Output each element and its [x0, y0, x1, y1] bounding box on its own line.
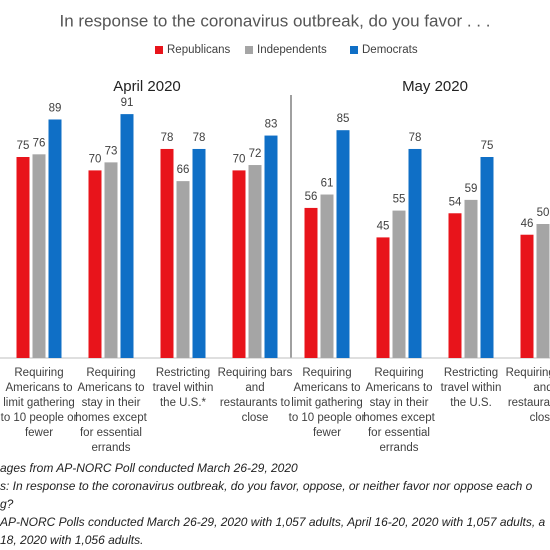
value-label: 78 [409, 132, 422, 144]
value-label: 54 [449, 196, 462, 208]
legend-swatch [350, 46, 358, 54]
panel-label: April 2020 [113, 78, 181, 95]
bar [32, 154, 46, 358]
value-label: 83 [265, 119, 278, 131]
value-label: 70 [89, 153, 102, 165]
legend-label: Independents [257, 44, 327, 56]
chart-title: In response to the coronavirus outbreak,… [60, 11, 491, 30]
bar [376, 237, 390, 358]
bar [104, 162, 118, 358]
legend-label: Republicans [167, 44, 231, 56]
footnote: s: In response to the coronavirus outbre… [0, 479, 533, 493]
bar [248, 165, 262, 358]
bar [120, 114, 134, 359]
value-label: 66 [177, 164, 190, 176]
bar [176, 181, 190, 358]
category-label: Restricting travel within the U.S.* [152, 367, 214, 409]
category-label: Requiring Americans to stay in their hom… [75, 367, 147, 454]
value-label: 73 [105, 145, 118, 157]
footnote: AP-NORC Polls conducted March 26-29, 202… [0, 515, 546, 529]
bar [232, 170, 246, 358]
bar [392, 210, 406, 358]
value-label: 46 [521, 218, 534, 230]
value-label: 85 [337, 113, 350, 125]
category-label: Requiring Americans to limit gathering t… [0, 367, 78, 439]
bar [408, 148, 422, 358]
value-label: 70 [233, 153, 246, 165]
bar [160, 148, 174, 358]
bar [480, 157, 494, 358]
bar [192, 148, 206, 358]
value-label: 56 [305, 191, 318, 203]
legend-swatch [245, 46, 253, 54]
category-label: Requiring bars and restaurants to close [217, 367, 293, 424]
value-label: 78 [161, 132, 174, 144]
bar [16, 157, 30, 358]
bar [464, 199, 478, 358]
value-label: 75 [17, 140, 30, 152]
legend-swatch [155, 46, 163, 54]
footnote: ages from AP-NORC Poll conducted March 2… [0, 461, 298, 475]
value-label: 78 [193, 132, 206, 144]
value-label: 89 [49, 103, 62, 115]
panel-label: May 2020 [402, 78, 468, 95]
footnote: g? [0, 497, 14, 511]
bar [264, 135, 278, 358]
value-label: 91 [121, 97, 134, 109]
bar [304, 207, 318, 358]
category-label: Requiring Americans to stay in their hom… [363, 367, 435, 454]
bar [320, 194, 334, 358]
value-label: 45 [377, 220, 390, 232]
footnote: 18, 2020 with 1,056 adults. [0, 533, 144, 547]
bar [48, 119, 62, 358]
bar [336, 130, 350, 358]
legend-label: Democrats [362, 44, 418, 56]
bar [88, 170, 102, 358]
category-label: Requiring Americans to limit gathering t… [288, 367, 366, 439]
value-label: 55 [393, 194, 406, 206]
category-label: Requiring bars and restaurants to close [505, 367, 550, 424]
value-label: 75 [481, 140, 494, 152]
value-label: 72 [249, 148, 262, 160]
value-label: 76 [33, 137, 46, 149]
value-label: 59 [465, 183, 478, 195]
bar [520, 234, 534, 358]
category-label: Restricting travel within the U.S. [440, 367, 502, 409]
bar [536, 224, 550, 358]
value-label: 50 [537, 207, 550, 219]
bar [448, 213, 462, 358]
value-label: 61 [321, 178, 334, 190]
